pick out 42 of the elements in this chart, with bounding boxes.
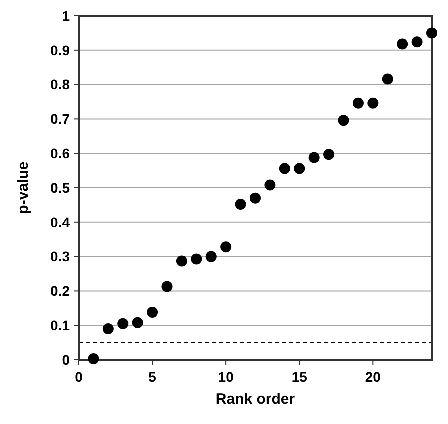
x-tick-label: 5	[148, 369, 157, 385]
y-tick-label: 0.2	[50, 283, 70, 300]
y-tick-label: 0.1	[50, 318, 70, 334]
point	[118, 318, 129, 330]
y-axis-title: p-value	[15, 162, 32, 214]
y-tick-label: 0.3	[50, 248, 70, 265]
x-tick-label: 0	[75, 369, 84, 385]
x-tick-label: 20	[365, 369, 382, 385]
y-tick-label: 0.8	[50, 76, 70, 93]
y-tick-label: 0.5	[50, 180, 70, 196]
point	[235, 199, 246, 210]
y-tick-label: 0.7	[50, 111, 70, 128]
point	[382, 74, 394, 85]
point	[250, 192, 261, 204]
point	[191, 254, 202, 265]
point	[294, 163, 306, 174]
point	[426, 28, 438, 39]
point	[206, 251, 217, 262]
point	[338, 115, 350, 126]
y-tick-label: 1	[62, 8, 70, 24]
point	[368, 98, 379, 109]
point	[102, 324, 114, 335]
point	[352, 98, 364, 109]
x-axis-title: Rank order	[216, 391, 296, 408]
point	[308, 152, 320, 164]
y-tick-label: 0.4	[50, 214, 70, 230]
point	[176, 256, 188, 267]
x-tick-label: 15	[292, 369, 308, 385]
x-tick-label: 10	[218, 369, 234, 385]
point	[264, 180, 276, 191]
point	[132, 317, 144, 328]
y-tick-label: 0.9	[50, 42, 70, 58]
point	[162, 281, 173, 292]
y-tick-label: 0.6	[50, 146, 70, 162]
point	[397, 38, 408, 50]
point	[220, 242, 232, 253]
point	[147, 307, 158, 318]
point	[88, 353, 100, 364]
point	[412, 36, 423, 48]
point	[279, 163, 290, 174]
point	[324, 149, 335, 160]
y-tick-label: 0	[62, 352, 70, 368]
